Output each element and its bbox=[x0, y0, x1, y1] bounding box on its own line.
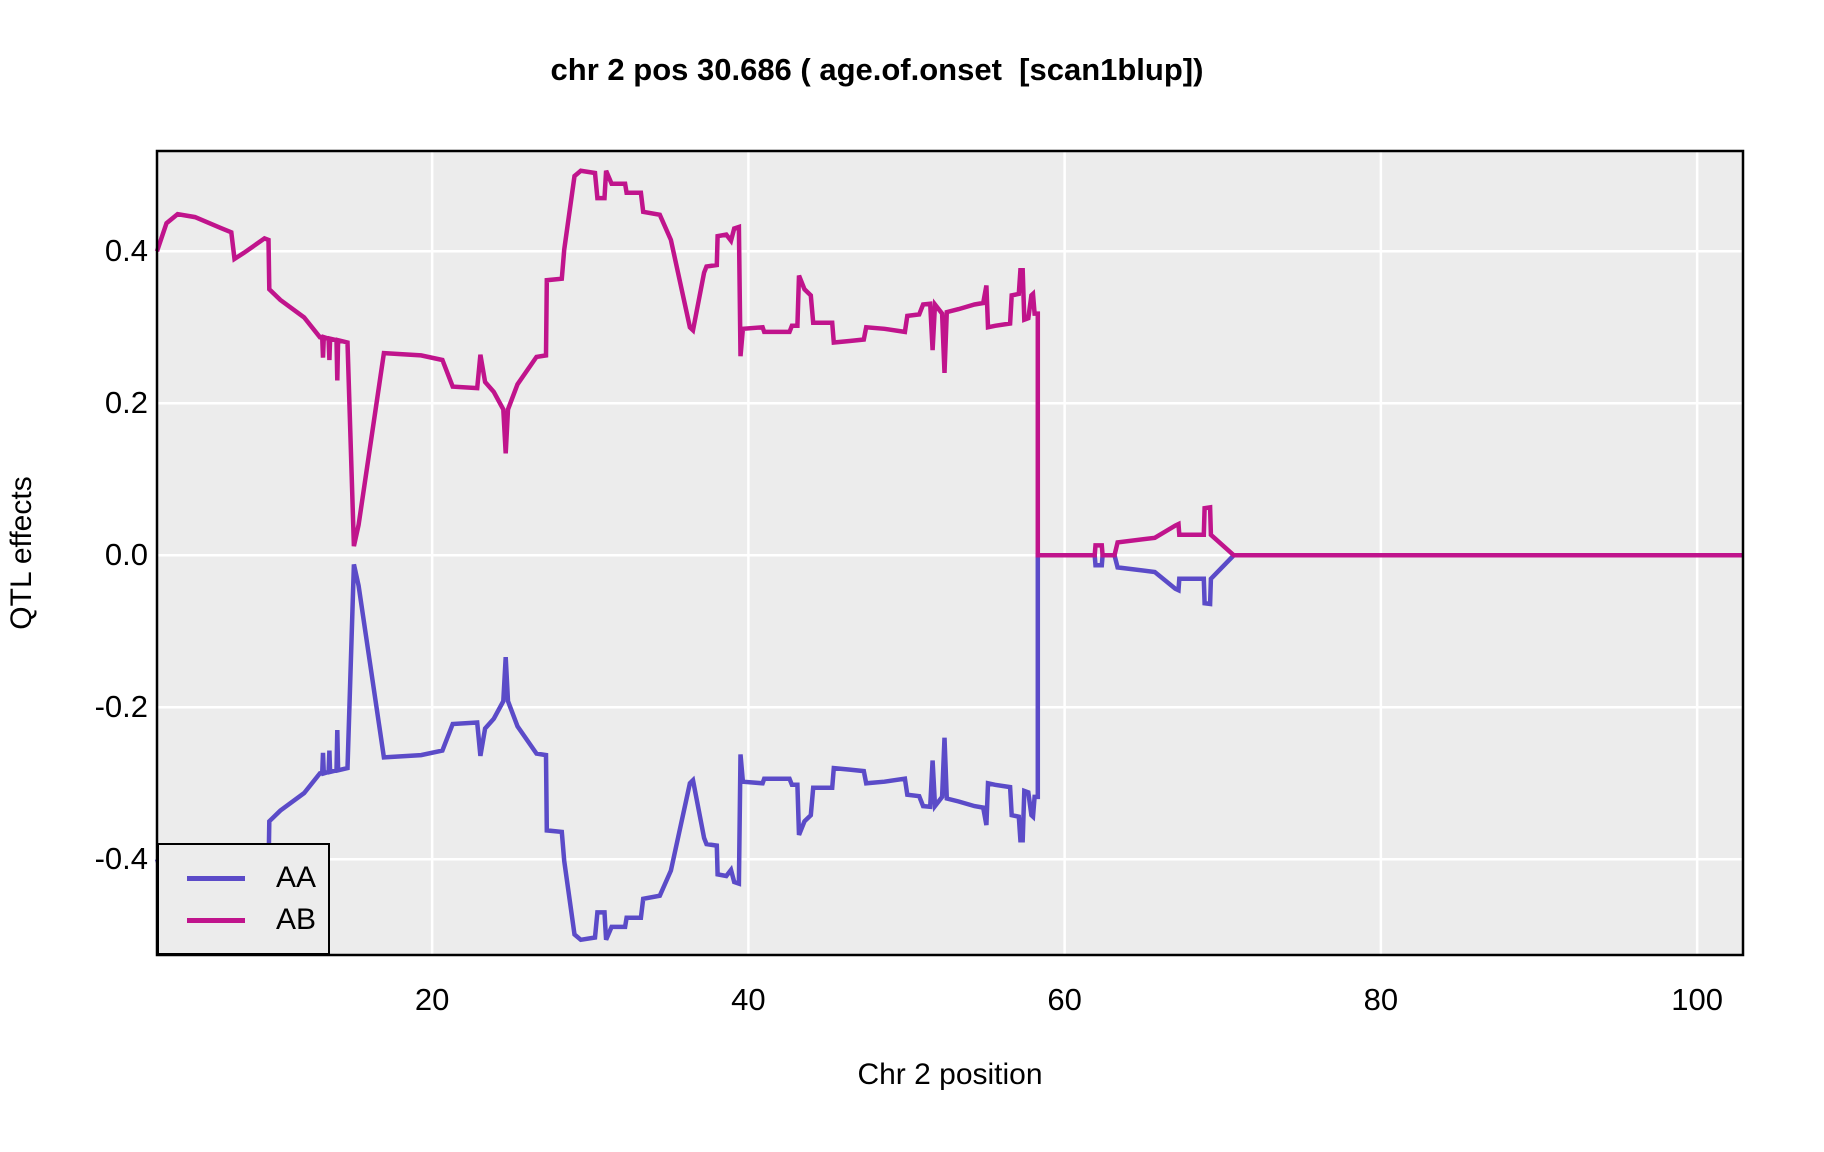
aa-line-swatch bbox=[187, 875, 245, 881]
ab-line-swatch bbox=[187, 917, 245, 923]
x-axis-label: Chr 2 position bbox=[857, 1058, 1043, 1091]
x-tick-label: 80 bbox=[1363, 982, 1399, 1017]
y-tick-label: -0.2 bbox=[94, 689, 148, 725]
y-tick-label: -0.4 bbox=[94, 841, 148, 877]
chart-title: chr 2 pos 30.686 ( age.of.onset [scan1bl… bbox=[550, 52, 1204, 87]
legend-label-aa: AA bbox=[275, 861, 317, 894]
x-tick-label: 40 bbox=[731, 982, 766, 1017]
panel-border bbox=[155, 149, 1745, 957]
series-line-ab bbox=[154, 168, 1743, 558]
legend-entry-aa: AA bbox=[159, 861, 328, 895]
series-line-aa bbox=[154, 553, 1743, 943]
y-tick-label: 0.4 bbox=[104, 233, 148, 269]
panel-background bbox=[157, 151, 1743, 955]
x-tick-label: 100 bbox=[1671, 982, 1724, 1017]
legend: AA AB bbox=[157, 843, 330, 955]
y-tick-label: 0.2 bbox=[104, 385, 148, 421]
x-tick-label: 60 bbox=[1047, 982, 1082, 1017]
legend-entry-ab: AB bbox=[159, 903, 328, 937]
x-tick-label: 20 bbox=[414, 982, 450, 1017]
y-tick-label: 0.0 bbox=[104, 537, 148, 573]
legend-label-ab: AB bbox=[275, 903, 317, 936]
